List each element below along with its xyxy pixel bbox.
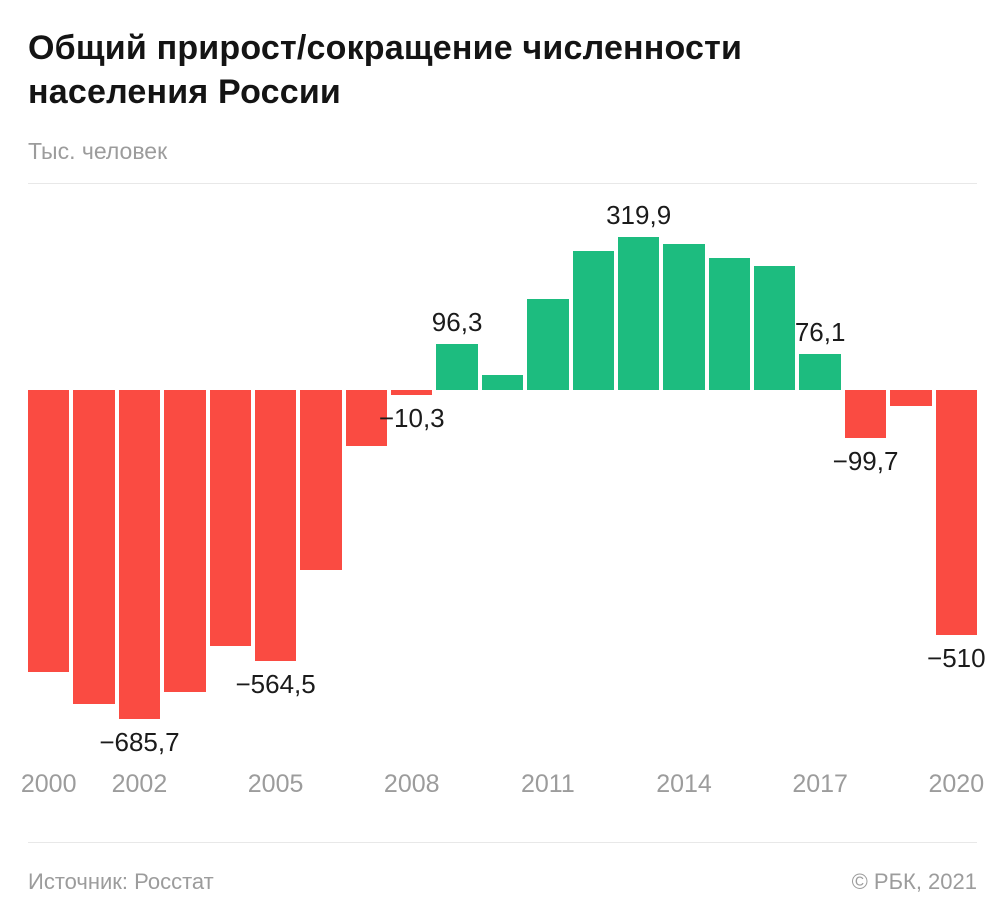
- bar-2010: [481, 375, 524, 391]
- bar-value-label-2020: −510: [927, 642, 986, 673]
- x-tick-2005: 2005: [247, 770, 304, 799]
- bar-2018: [844, 390, 887, 439]
- bar-2020: [935, 390, 977, 635]
- bar-2019: [890, 390, 932, 406]
- bar-2016: [754, 266, 796, 391]
- bar-value-label-2002: −685,7: [99, 727, 180, 758]
- x-tick-2000: 2000: [20, 770, 77, 799]
- x-tick-2008: 2008: [383, 770, 440, 799]
- bar-2007: [345, 390, 388, 446]
- bar-value-label-2017: 76,1: [794, 317, 846, 347]
- chart-title: Общий прирост/сокращение численности нас…: [28, 29, 743, 112]
- bar-2005: [254, 390, 297, 662]
- x-tick-2011: 2011: [520, 770, 575, 799]
- copyright-label: © РБК, 2021: [851, 869, 977, 895]
- x-tick-2002: 2002: [111, 770, 168, 799]
- plot-area: −685,7 −564,5 −10,3 96,3 319,9 76,1 −99,7 −510: [28, 184, 986, 764]
- bar-2003: [164, 390, 206, 693]
- bar-value-label-2009: 96,3: [431, 307, 483, 338]
- chart-units-label: Тыс. человек: [28, 138, 168, 165]
- top-divider: [28, 183, 977, 185]
- x-axis: 2000 2002 2005 2008 2011 2014 2017 2020: [21, 770, 984, 804]
- bar-2002: [118, 390, 161, 720]
- bar-value-label-2008: −10,3: [378, 403, 445, 434]
- bar-2013: [617, 237, 660, 391]
- x-tick-2017: 2017: [792, 770, 848, 799]
- bar-value-label-2013: 319,9: [606, 200, 672, 231]
- bar-2001: [73, 390, 115, 705]
- bar-2004: [209, 390, 251, 646]
- bar-2012: [572, 251, 614, 391]
- bar-value-label-2005: −564,5: [235, 669, 316, 700]
- source-label: Источник: Росстат: [28, 869, 214, 895]
- bar-2017: [799, 354, 841, 391]
- bar-value-label-2018: −99,7: [832, 446, 899, 477]
- bar-2015: [708, 257, 751, 391]
- bar-2008: [391, 390, 433, 396]
- header: Общий прирост/сокращение численности нас…: [0, 0, 1005, 165]
- x-tick-2020: 2020: [928, 770, 985, 799]
- bar-2006: [300, 390, 342, 570]
- x-tick-2014: 2014: [656, 770, 712, 799]
- bar-2009: [436, 344, 478, 391]
- bar-2000: [28, 390, 70, 672]
- bar-2014: [663, 244, 705, 391]
- footer: Источник: Росстат © РБК, 2021: [0, 843, 1005, 895]
- bottom-divider: [28, 842, 977, 844]
- bar-2011: [527, 298, 569, 391]
